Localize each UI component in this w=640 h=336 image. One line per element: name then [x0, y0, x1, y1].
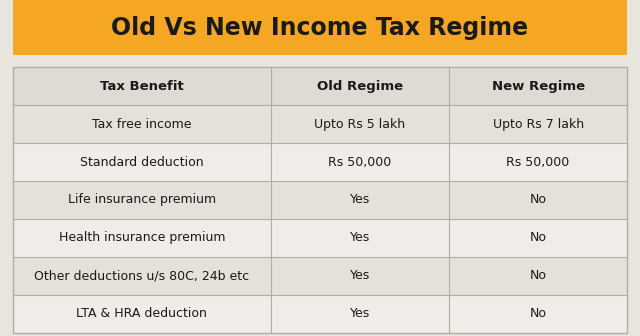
Bar — [271, 105, 449, 143]
Text: No: No — [530, 307, 547, 320]
Bar — [13, 0, 627, 55]
Bar — [271, 143, 449, 181]
Bar — [271, 67, 449, 105]
Text: Other deductions u/s 80C, 24b etc: Other deductions u/s 80C, 24b etc — [35, 269, 250, 282]
Text: Rs 50,000: Rs 50,000 — [328, 156, 392, 168]
Bar — [13, 67, 627, 333]
Bar — [271, 295, 449, 333]
Text: Rs 50,000: Rs 50,000 — [506, 156, 570, 168]
Text: Standard deduction: Standard deduction — [80, 156, 204, 168]
Text: Life insurance premium: Life insurance premium — [68, 194, 216, 206]
Bar — [13, 219, 271, 257]
Text: Upto Rs 7 lakh: Upto Rs 7 lakh — [493, 118, 584, 131]
Text: Upto Rs 5 lakh: Upto Rs 5 lakh — [314, 118, 406, 131]
Bar — [449, 181, 627, 219]
Text: Yes: Yes — [350, 194, 370, 206]
Bar — [449, 257, 627, 295]
Bar — [13, 143, 271, 181]
Bar — [13, 257, 271, 295]
Text: Tax free income: Tax free income — [92, 118, 191, 131]
Text: No: No — [530, 232, 547, 244]
Bar — [449, 219, 627, 257]
Text: Old Vs New Income Tax Regime: Old Vs New Income Tax Regime — [111, 16, 529, 40]
Text: Old Regime: Old Regime — [317, 80, 403, 93]
Text: No: No — [530, 194, 547, 206]
Text: Health insurance premium: Health insurance premium — [59, 232, 225, 244]
Text: Yes: Yes — [350, 307, 370, 320]
Bar — [13, 295, 271, 333]
Bar — [449, 295, 627, 333]
Text: LTA & HRA deduction: LTA & HRA deduction — [76, 307, 207, 320]
Bar — [449, 105, 627, 143]
Bar — [271, 219, 449, 257]
Bar — [271, 257, 449, 295]
Bar — [449, 67, 627, 105]
Text: Yes: Yes — [350, 232, 370, 244]
Text: No: No — [530, 269, 547, 282]
Bar — [449, 143, 627, 181]
Bar — [13, 67, 271, 105]
Text: Yes: Yes — [350, 269, 370, 282]
Bar — [13, 181, 271, 219]
Bar — [271, 181, 449, 219]
Text: Tax Benefit: Tax Benefit — [100, 80, 184, 93]
Bar — [13, 105, 271, 143]
Text: New Regime: New Regime — [492, 80, 585, 93]
